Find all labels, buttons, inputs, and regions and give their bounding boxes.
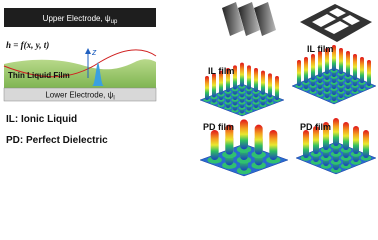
- pillar: [367, 60, 371, 86]
- pillar: [325, 48, 329, 74]
- grid-electrode: [300, 4, 372, 42]
- stripe-electrode: [222, 2, 276, 36]
- pillar: [360, 57, 364, 83]
- panel-label: IL film: [208, 66, 234, 76]
- pillar: [225, 124, 234, 155]
- pillar-base: [266, 156, 281, 164]
- z-arrow-head: [85, 48, 91, 54]
- height-function: h = f(x, y, t): [6, 40, 49, 50]
- film-label: Thin Liquid Film: [8, 71, 70, 80]
- pillar: [333, 118, 339, 146]
- figure: Upper Electrode, ψup h = f(x, y, t) z Th…: [3, 2, 377, 177]
- liquid-film: [4, 59, 156, 88]
- pillar: [269, 130, 278, 160]
- pillar: [297, 60, 301, 86]
- panel-label: PD film: [203, 122, 234, 132]
- pillar: [254, 68, 258, 92]
- panel-label: IL film: [307, 44, 333, 54]
- pillar: [353, 126, 359, 154]
- pillar: [205, 76, 209, 100]
- pillar: [254, 124, 263, 155]
- pillar: [303, 130, 309, 158]
- pillar: [332, 45, 336, 71]
- legend-entry: PD: Perfect Dielectric: [6, 135, 108, 146]
- pillar: [304, 57, 308, 83]
- pillar: [353, 54, 357, 80]
- pillar: [323, 122, 329, 150]
- pillar: [240, 119, 248, 150]
- z-label: z: [91, 47, 97, 57]
- film-bump: [92, 62, 104, 86]
- wave-curve: [3, 49, 157, 78]
- pillar: [261, 70, 265, 95]
- pillar: [346, 51, 350, 77]
- pillar: [313, 126, 319, 154]
- upper-electrode: [4, 8, 156, 27]
- pillar: [343, 122, 349, 150]
- panel-label: PD film: [300, 122, 331, 132]
- pillar: [339, 48, 343, 74]
- pillar: [210, 130, 219, 160]
- upper-electrode-label: Upper Electrode, ψup: [43, 14, 118, 25]
- pillar: [212, 73, 216, 98]
- pillar: [226, 68, 230, 92]
- pillar-base: [251, 151, 266, 159]
- pillar: [219, 70, 223, 95]
- pillar: [240, 62, 244, 87]
- pillar: [318, 51, 322, 77]
- pillar: [363, 130, 369, 158]
- lower-electrode: [3, 87, 157, 102]
- pillar: [233, 65, 237, 90]
- legend-entry: IL: Ionic Liquid: [6, 114, 77, 125]
- pillar: [268, 73, 272, 98]
- pillar: [275, 76, 279, 100]
- pillar: [311, 54, 315, 80]
- lower-electrode-label: Lower Electrode, ψl: [45, 91, 114, 102]
- pillar: [247, 65, 251, 90]
